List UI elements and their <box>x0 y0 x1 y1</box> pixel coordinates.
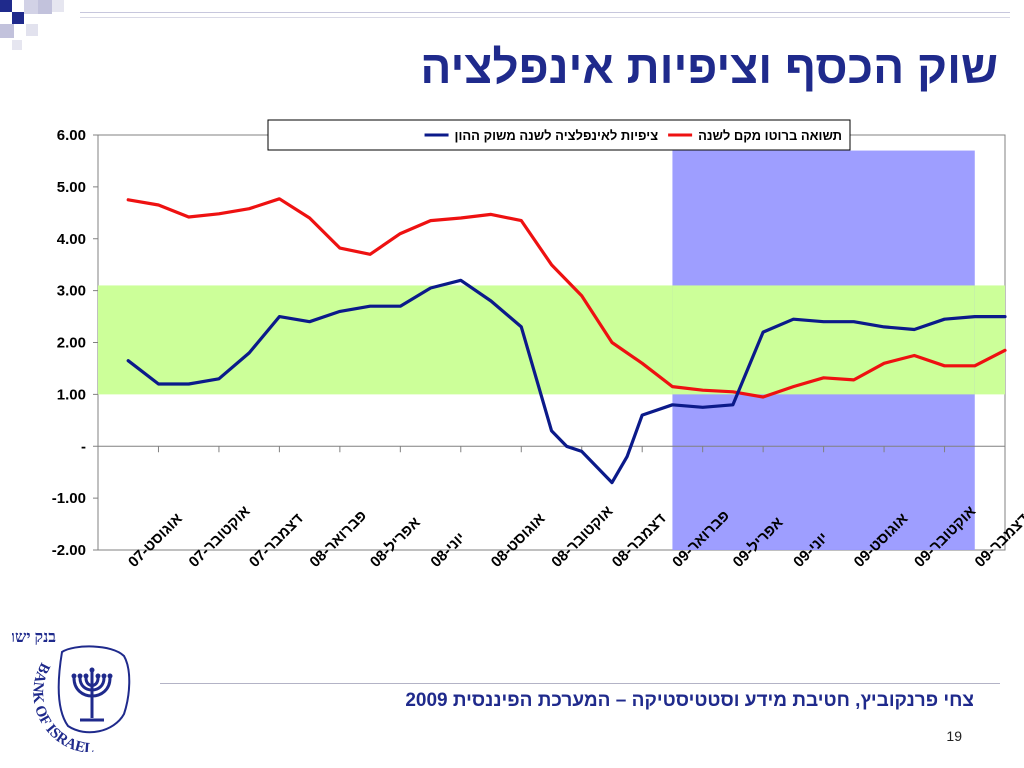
y-tick-label: 1.00 <box>57 386 86 403</box>
legend-box <box>267 119 851 151</box>
series-line <box>126 197 1007 399</box>
y-tick-label: 4.00 <box>57 231 86 248</box>
y-tick-label: -1.00 <box>52 490 86 507</box>
y-tick-label: 5.00 <box>57 179 86 196</box>
legend-label: תשואה ברוטו מקם לשנה <box>698 128 842 143</box>
title-rule <box>80 12 1010 13</box>
bank-of-israel-logo: BANK OF ISRAEL בנק ישראל <box>12 628 131 752</box>
series-line <box>126 278 1007 485</box>
corner-squares-decoration <box>0 0 64 50</box>
logo-text-hebrew: בנק ישראל <box>12 628 56 646</box>
y-tick-label: -2.00 <box>52 542 86 559</box>
legend-label: ציפיות לאינפלציה לשנה משוק ההון <box>455 128 659 143</box>
y-tick-label: - <box>81 438 86 455</box>
y-tick-label: 6.00 <box>57 127 86 144</box>
slide-title: שוק הכסף וציפיות אינפלציה <box>420 41 998 93</box>
footer-credit: צחי פרנקוביץ, חטיבת מידע וסטטיסטיקה – המ… <box>405 690 974 711</box>
y-tick-label: 3.00 <box>57 283 86 300</box>
line-chart: 6.005.004.003.002.001.00--1.00-2.00 אוגוס… <box>52 119 1024 571</box>
title-rule-secondary <box>80 17 1010 18</box>
page-number: 19 <box>946 728 962 744</box>
y-tick-label: 2.00 <box>57 335 86 352</box>
footer-rule <box>160 683 1000 684</box>
